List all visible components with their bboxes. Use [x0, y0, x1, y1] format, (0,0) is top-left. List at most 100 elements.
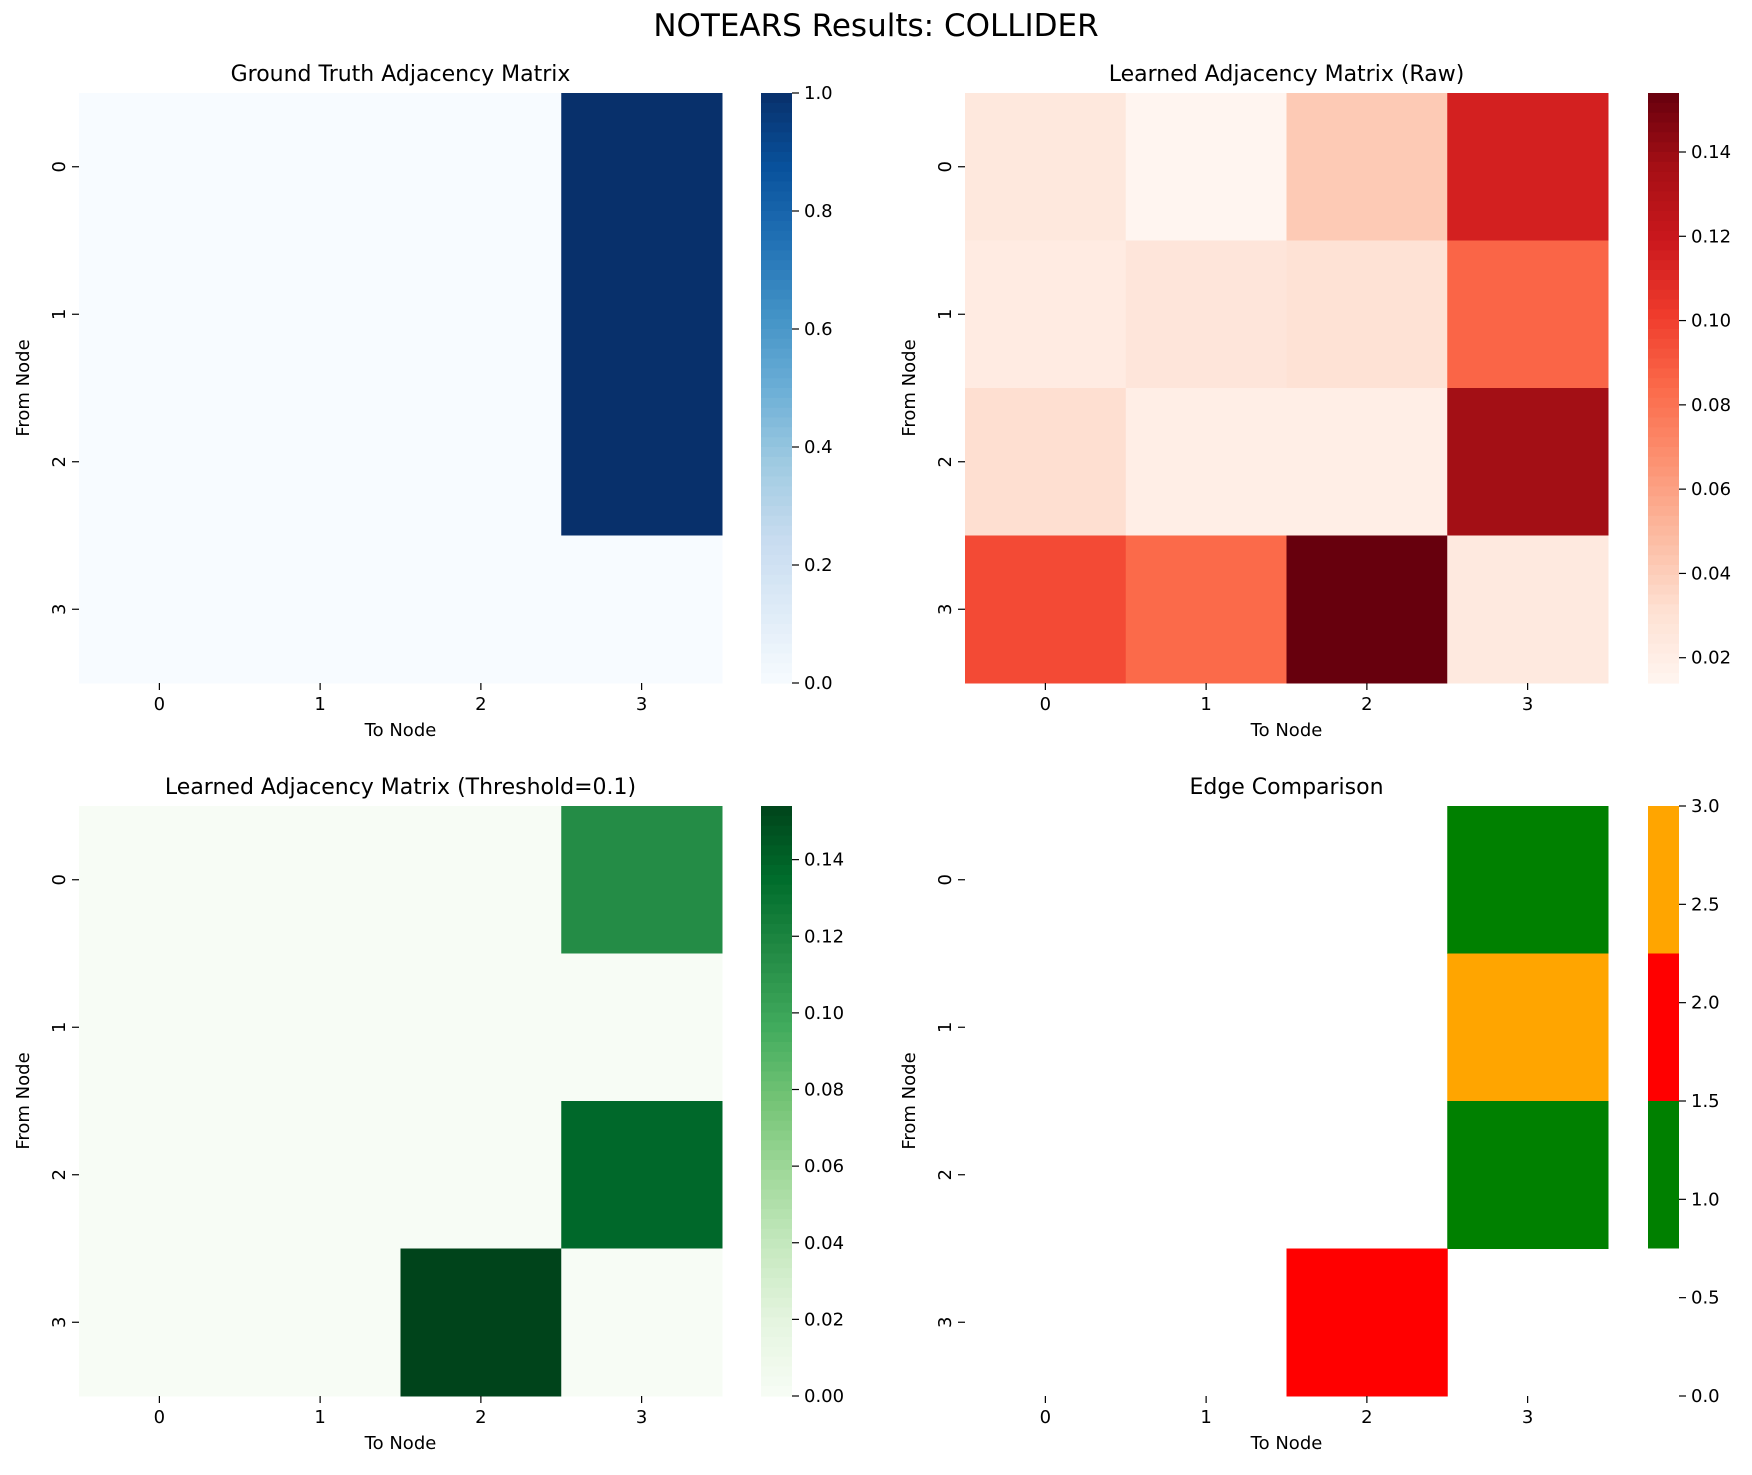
colorbar-tick-label: 1.5: [1691, 1091, 1720, 1112]
heatmap-cell: [400, 388, 562, 536]
y-tick-label: 0: [49, 161, 70, 172]
colorbar-band: [761, 1140, 792, 1151]
colorbar-band: [761, 456, 792, 468]
x-tick-label: 2: [475, 694, 486, 715]
colorbar-band: [761, 806, 792, 817]
heatmap-cell: [1125, 535, 1287, 684]
x-tick-label: 1: [1200, 1407, 1211, 1428]
colorbar-band: [1648, 260, 1679, 271]
colorbar-band: [1648, 152, 1679, 163]
colorbar-band: [1648, 388, 1679, 399]
colorbar-band: [761, 279, 792, 291]
colorbar-band: [761, 1248, 792, 1259]
colorbar-band: [761, 397, 792, 409]
colorbar-band: [1648, 594, 1679, 605]
x-tick-label: 3: [1522, 1407, 1533, 1428]
heatmap-cell: [965, 93, 1127, 241]
colorbar-band: [761, 378, 792, 389]
colorbar-tick-label: 0.10: [1691, 311, 1731, 332]
colorbar-band: [761, 515, 792, 527]
colorbar-band: [761, 1346, 792, 1358]
panel-title: Learned Adjacency Matrix (Threshold=0.1): [165, 775, 636, 800]
colorbar-band: [1648, 614, 1679, 625]
colorbar-tick-label: 2.5: [1691, 894, 1720, 915]
heatmap-cell: [239, 1248, 401, 1397]
heatmap-cell: [561, 93, 723, 241]
colorbar-band: [1648, 181, 1679, 192]
colorbar-band: [761, 594, 792, 605]
colorbar-band: [1648, 624, 1679, 635]
colorbar-band: [1648, 447, 1679, 458]
colorbar-band: [1648, 653, 1679, 664]
colorbar-band: [761, 152, 792, 163]
colorbar-tick-label: 3.0: [1691, 796, 1720, 817]
colorbar-band: [761, 1189, 792, 1200]
heatmap-cell: [1286, 1248, 1448, 1397]
colorbar-band: [761, 663, 792, 674]
heatmap-cell: [239, 240, 401, 389]
x-tick-label: 0: [1040, 694, 1051, 715]
colorbar-band: [761, 181, 792, 192]
colorbar-band: [1648, 161, 1679, 173]
colorbar-band: [1648, 427, 1679, 438]
colorbar-band: [1648, 545, 1679, 556]
colorbar-band: [761, 983, 792, 994]
colorbar-band: [761, 211, 792, 222]
figure-suptitle: NOTEARS Results: COLLIDER: [653, 8, 1099, 44]
x-axis-label: To Node: [1250, 720, 1323, 741]
colorbar-band: [761, 93, 792, 104]
y-tick-label: 0: [49, 874, 70, 885]
colorbar-band: [761, 122, 792, 133]
colorbar-band: [761, 1061, 792, 1073]
colorbar-band: [761, 643, 792, 655]
y-tick-label: 2: [935, 1169, 956, 1180]
x-axis-label: To Node: [364, 720, 437, 741]
colorbar-band: [761, 555, 792, 566]
colorbar-band: [761, 486, 792, 497]
x-tick-label: 1: [314, 1407, 325, 1428]
colorbar-band: [1648, 289, 1679, 301]
colorbar-tick-label: 0.4: [804, 437, 833, 458]
x-tick-label: 3: [1522, 694, 1533, 715]
heatmap-cell: [561, 953, 723, 1102]
colorbar-band: [761, 240, 792, 251]
colorbar-band: [1648, 240, 1679, 251]
colorbar-band: [1648, 112, 1679, 124]
colorbar-band: [761, 835, 792, 846]
colorbar-band: [1648, 515, 1679, 527]
heatmap-cell: [561, 1101, 723, 1249]
colorbar-band: [761, 953, 792, 964]
colorbar-band: [1648, 456, 1679, 468]
heatmap-cell: [1286, 93, 1448, 241]
colorbar-band: [1648, 171, 1679, 183]
panel-title: Edge Comparison: [1189, 775, 1383, 800]
colorbar-band: [761, 1002, 792, 1014]
colorbar-band: [1648, 633, 1679, 645]
heatmap-cell: [561, 1248, 723, 1397]
x-tick-label: 0: [1040, 1407, 1051, 1428]
colorbar-band: [761, 102, 792, 114]
colorbar-band: [761, 1209, 792, 1220]
heatmap-cell: [965, 240, 1127, 389]
heatmap-cell: [400, 806, 562, 954]
colorbar: 0.00 0.02 0.04 0.06 0.08 0.10 0.12 0.14: [761, 806, 844, 1407]
colorbar-band: [1648, 368, 1679, 379]
colorbar-band: [761, 270, 792, 281]
colorbar-band: [761, 973, 792, 984]
heatmap-cell: [1447, 93, 1609, 241]
colorbar-band: [1648, 122, 1679, 133]
x-tick-label: 2: [1361, 1407, 1372, 1428]
colorbar-band: [1648, 555, 1679, 566]
colorbar-band: [761, 1228, 792, 1240]
colorbar-tick-label: 0.00: [804, 1386, 844, 1407]
heatmap-cell: [561, 388, 723, 536]
colorbar-band: [1648, 604, 1679, 615]
panel-title: Learned Adjacency Matrix (Raw): [1109, 62, 1465, 87]
heatmap-cell: [400, 535, 562, 684]
heatmap-cell: [239, 806, 401, 954]
colorbar-band: [761, 653, 792, 664]
colorbar-band: [1648, 643, 1679, 655]
colorbar-band: [761, 525, 792, 537]
colorbar-band: [761, 329, 792, 340]
colorbar-band: [761, 1199, 792, 1210]
